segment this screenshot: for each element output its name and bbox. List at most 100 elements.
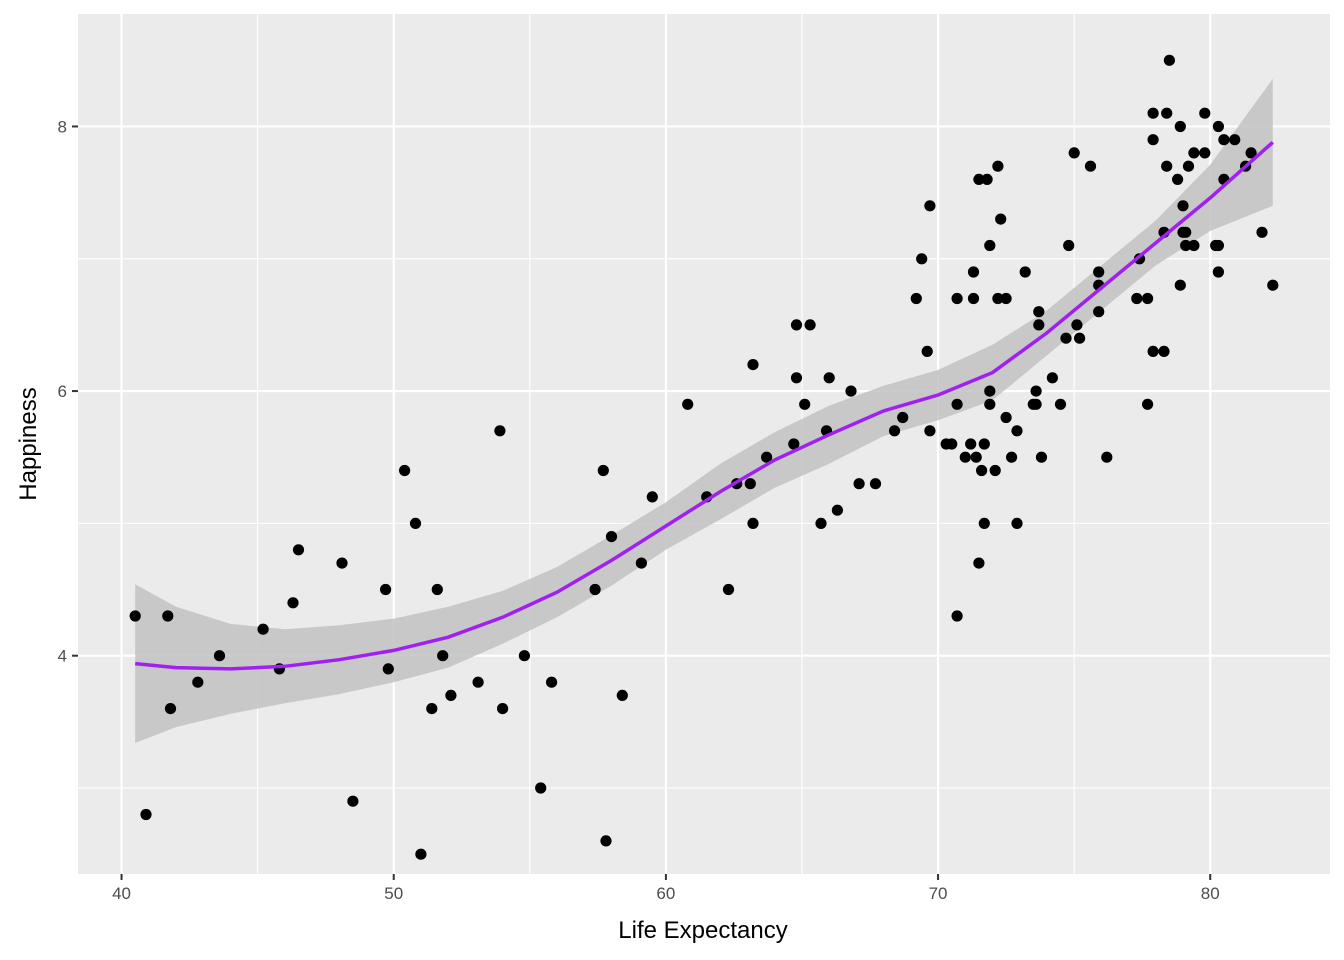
- data-point: [924, 425, 936, 437]
- data-point: [382, 663, 394, 675]
- data-point: [1147, 134, 1159, 146]
- x-axis: 40 50 60 70 80: [112, 874, 1220, 903]
- data-point: [1071, 319, 1083, 331]
- data-point: [546, 676, 558, 688]
- data-point: [1074, 332, 1086, 344]
- data-point: [380, 583, 392, 596]
- data-point: [992, 160, 1004, 172]
- data-point: [799, 398, 811, 410]
- data-point: [984, 239, 996, 252]
- data-point: [815, 517, 827, 530]
- data-point: [1068, 147, 1080, 159]
- data-point: [978, 517, 990, 530]
- confidence-band: [135, 78, 1273, 744]
- data-point: [744, 478, 756, 490]
- data-point: [1035, 451, 1048, 463]
- data-point: [910, 292, 922, 305]
- data-point: [924, 200, 936, 212]
- data-point: [951, 292, 963, 305]
- data-point: [472, 676, 484, 688]
- data-point: [1033, 306, 1045, 318]
- data-point: [600, 835, 612, 847]
- data-point: [967, 292, 980, 305]
- data-point: [162, 610, 174, 622]
- data-point: [747, 359, 759, 371]
- y-tick-label: 6: [58, 382, 67, 401]
- data-point: [616, 689, 628, 702]
- data-point: [1000, 292, 1012, 305]
- smooth-trend-line: [135, 140, 1274, 671]
- data-point: [1093, 306, 1105, 318]
- y-tick-label: 4: [58, 647, 67, 666]
- data-point: [1101, 451, 1113, 463]
- data-point: [1147, 345, 1159, 357]
- data-point: [1006, 451, 1018, 463]
- data-point: [981, 173, 993, 185]
- data-point: [1180, 239, 1192, 252]
- data-point: [635, 557, 648, 569]
- data-point: [1174, 120, 1186, 133]
- data-point: [399, 464, 411, 477]
- data-point: [1180, 226, 1192, 238]
- data-point: [790, 372, 803, 384]
- data-point: [831, 504, 844, 516]
- data-point: [164, 703, 177, 715]
- data-point: [1267, 279, 1279, 291]
- data-point: [897, 411, 909, 424]
- y-axis-title: Happiness: [15, 387, 42, 500]
- x-tick-label: 70: [929, 884, 948, 903]
- data-point: [1199, 147, 1211, 159]
- data-point: [1161, 107, 1173, 119]
- data-point: [747, 517, 759, 530]
- data-point: [1163, 54, 1175, 66]
- data-point: [1188, 147, 1200, 159]
- data-point: [409, 517, 422, 530]
- data-point: [287, 597, 299, 609]
- data-point: [1218, 134, 1230, 146]
- data-point: [1158, 345, 1170, 357]
- y-axis: 4 6 8: [58, 117, 78, 666]
- data-point: [1063, 239, 1075, 252]
- data-point: [973, 173, 985, 185]
- data-point: [1199, 107, 1211, 119]
- x-axis-title: Life Expectancy: [618, 917, 787, 944]
- data-point: [984, 398, 996, 410]
- data-point: [347, 795, 359, 807]
- data-point: [790, 319, 803, 331]
- data-point: [1019, 266, 1031, 278]
- data-point: [970, 451, 982, 463]
- data-point: [823, 372, 835, 384]
- data-point: [597, 464, 609, 477]
- data-point: [869, 478, 882, 490]
- data-point: [984, 385, 996, 397]
- data-point: [1212, 239, 1224, 252]
- data-point: [192, 676, 204, 688]
- data-point: [761, 451, 773, 463]
- data-point: [1142, 398, 1154, 410]
- data-point: [437, 650, 449, 662]
- data-point: [976, 464, 988, 477]
- data-point: [1011, 517, 1023, 530]
- data-point: [682, 398, 694, 410]
- major-gridlines: [78, 14, 1330, 874]
- data-point: [1011, 425, 1023, 437]
- x-tick-label: 80: [1201, 884, 1220, 903]
- data-point: [853, 478, 865, 490]
- data-point: [965, 438, 977, 450]
- data-point: [646, 491, 658, 503]
- data-point: [992, 292, 1004, 305]
- x-tick-label: 60: [656, 884, 675, 903]
- data-point: [1245, 147, 1257, 159]
- data-point: [1084, 160, 1097, 172]
- data-point: [946, 438, 958, 450]
- data-point: [959, 451, 971, 463]
- data-point: [1030, 398, 1042, 410]
- data-point: [1147, 107, 1159, 119]
- data-point: [431, 583, 443, 596]
- data-point: [973, 557, 985, 569]
- data-point: [916, 253, 928, 265]
- plot-panel: [78, 14, 1330, 874]
- data-point: [1093, 266, 1105, 278]
- data-point: [1212, 266, 1224, 278]
